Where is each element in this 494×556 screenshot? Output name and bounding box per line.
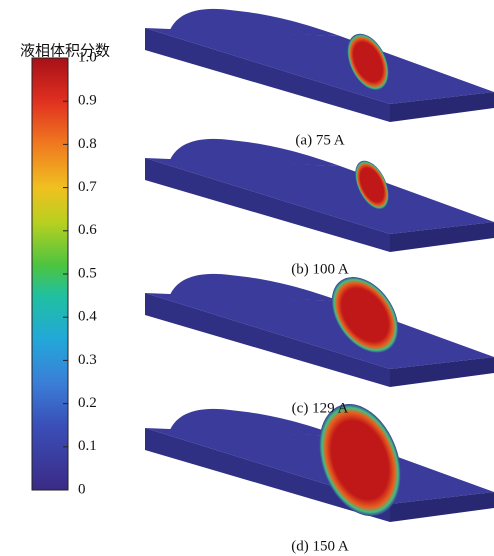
tick-label: 0.2 xyxy=(78,395,97,411)
tick-label: 0.5 xyxy=(78,265,97,281)
tick-label: 0.4 xyxy=(78,309,97,325)
tick-label: 0.9 xyxy=(78,93,97,109)
caption: (c) 129 A xyxy=(292,400,349,416)
tick-label: 0.3 xyxy=(78,352,97,368)
tick-label: 1.0 xyxy=(78,49,97,65)
tick-label: 0.7 xyxy=(78,179,97,195)
figure: 液相体积分数 (a) 75 A (b) 100 A (c) 129 A (d) … xyxy=(0,0,494,556)
tick-label: 0.8 xyxy=(78,136,97,152)
colorbar xyxy=(32,58,68,490)
caption: (d) 150 A xyxy=(291,538,349,554)
panel xyxy=(145,265,494,387)
caption: (b) 100 A xyxy=(291,261,349,277)
tick-label: 0.6 xyxy=(78,222,97,238)
panel xyxy=(145,139,494,252)
caption: (a) 75 A xyxy=(295,132,344,148)
panel xyxy=(145,9,494,122)
tick-label: 0.1 xyxy=(78,438,97,454)
tick-label: 0 xyxy=(78,481,86,497)
